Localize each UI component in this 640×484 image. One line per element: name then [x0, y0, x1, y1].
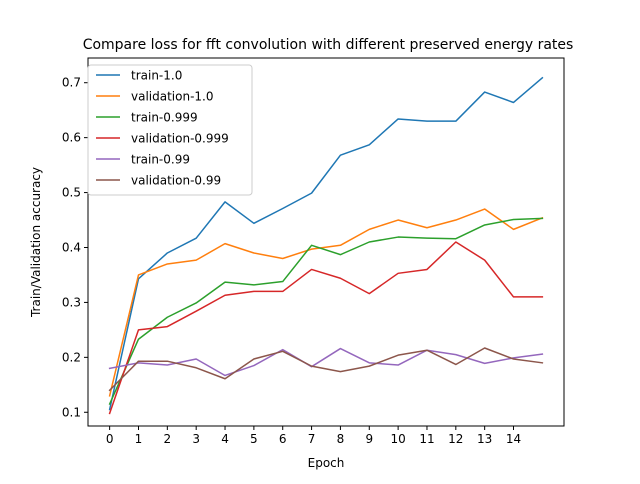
x-tick-label: 6	[279, 432, 287, 446]
x-tick-label: 1	[135, 432, 143, 446]
legend-label: train-0.99	[131, 153, 190, 167]
y-tick-label: 0.7	[62, 76, 81, 90]
series-line-validation-0.99	[108, 347, 544, 392]
x-tick-label: 0	[106, 432, 114, 446]
x-tick-label: 11	[419, 432, 434, 446]
x-axis-ticks: 0 1 2 3 4 5 6 7 8 9 10 11 12 13 14	[106, 426, 521, 446]
x-tick-label: 5	[250, 432, 258, 446]
series-line-validation-1.0	[108, 208, 544, 397]
legend-label: validation-0.99	[131, 174, 221, 188]
legend-items: train-1.0 validation-1.0 train-0.999 valida…	[96, 69, 229, 188]
series-line-train-0.99	[108, 347, 544, 377]
legend: train-1.0 validation-1.0 train-0.999 valida…	[87, 64, 253, 196]
x-tick-label: 13	[477, 432, 492, 446]
series-line-validation-0.999	[108, 241, 544, 415]
y-tick-label: 0.5	[62, 186, 81, 200]
legend-label: train-1.0	[131, 69, 182, 83]
y-tick-label: 0.6	[62, 131, 81, 145]
y-tick-label: 0.1	[62, 405, 81, 419]
series-line-train-0.999	[108, 217, 544, 406]
x-tick-label: 7	[308, 432, 316, 446]
axes-frame	[87, 57, 565, 427]
series-line-train-1.0	[108, 76, 544, 411]
y-tick-label: 0.2	[62, 350, 81, 364]
legend-label: validation-0.999	[131, 132, 229, 146]
y-axis-label: Train/Validation accuracy	[29, 167, 43, 318]
legend-box	[87, 64, 253, 196]
x-tick-label: 3	[192, 432, 200, 446]
x-tick-label: 12	[448, 432, 463, 446]
legend-label: train-0.999	[131, 111, 198, 125]
x-tick-label: 2	[164, 432, 172, 446]
y-axis-ticks: 0.1 0.2 0.3 0.4 0.5 0.6 0.7	[62, 76, 88, 419]
x-tick-label: 4	[221, 432, 229, 446]
y-tick-label: 0.3	[62, 295, 81, 309]
legend-label: validation-1.0	[131, 90, 214, 104]
x-tick-label: 10	[390, 432, 405, 446]
x-axis-label: Epoch	[308, 456, 345, 470]
series-lines	[108, 76, 544, 415]
x-tick-label: 14	[506, 432, 521, 446]
x-tick-label: 8	[337, 432, 345, 446]
y-tick-label: 0.4	[62, 240, 81, 254]
x-tick-label: 9	[365, 432, 373, 446]
chart-title: Compare loss for fft convolution with di…	[83, 37, 574, 53]
